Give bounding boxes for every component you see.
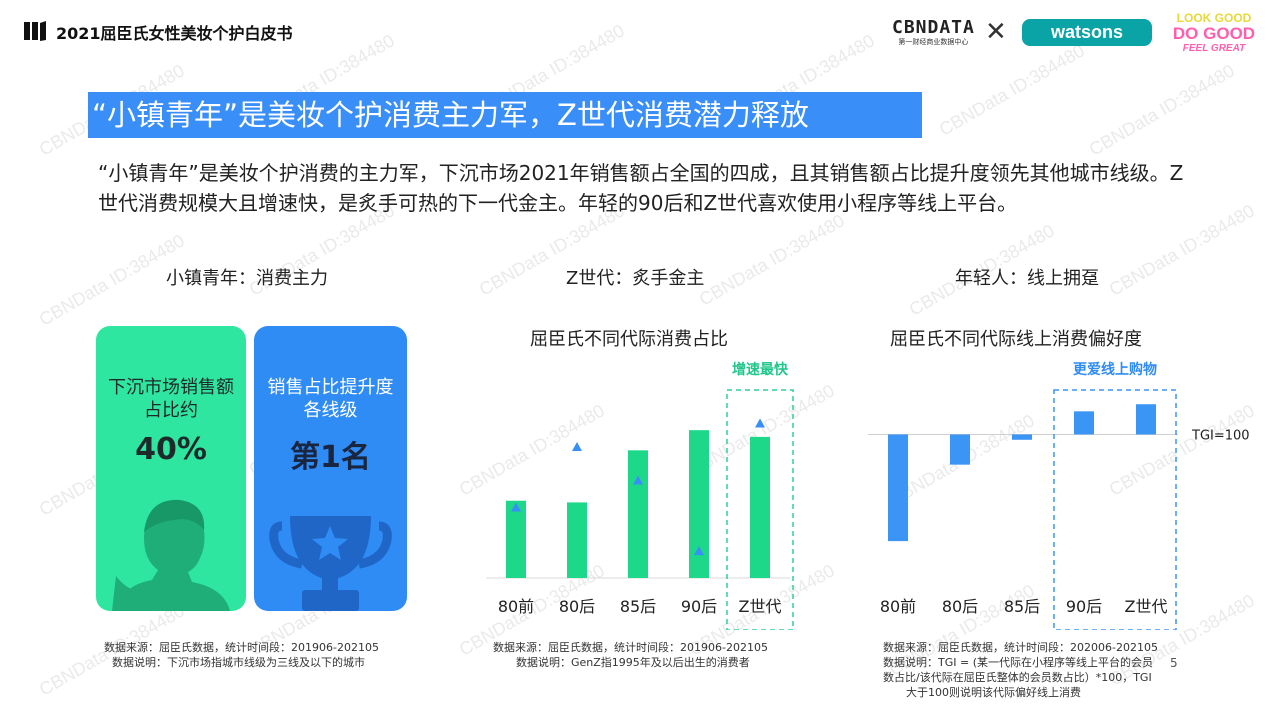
cbndata-logo: CBNDATA 第一财经商业数据中心 [892, 18, 975, 47]
section2-note2: 数据说明：GenZ指1995年及以后出生的消费者 [516, 655, 750, 670]
highlight-box [1054, 390, 1176, 630]
bar-85后 [628, 450, 648, 578]
bar-90后 [1074, 411, 1094, 434]
section1-note1: 数据来源：屈臣氏数据，统计时间段：201906-202105 [104, 640, 379, 655]
headline-banner: “小镇青年”是美妆个护消费主力军，Z世代消费潜力释放 [88, 92, 922, 138]
section3-note1: 数据来源：屈臣氏数据，统计时间段：202006-202105 [883, 640, 1158, 655]
bar-80前 [506, 501, 526, 578]
chart1-title: 屈臣氏不同代际消费占比 [530, 325, 728, 351]
bar-80后 [567, 502, 587, 578]
highlight-label: 增速最快 [732, 361, 789, 378]
watermark-text: CBNData ID:384480 [696, 210, 849, 310]
card1-value: 40% [96, 432, 246, 467]
x-tick-label: Z世代 [739, 597, 782, 616]
x-tick-label: 80后 [559, 597, 595, 616]
bar-80前 [888, 434, 908, 541]
x-tick-label: 85后 [620, 597, 656, 616]
cbndata-logo-subtitle: 第一财经商业数据中心 [892, 38, 975, 47]
bar-Z世代 [750, 437, 770, 578]
report-title: 2021屈臣氏女性美妆个护白皮书 [56, 20, 293, 44]
card-share-growth-rank: 销售占比提升度各线级 第1名 [254, 326, 407, 611]
watermark-text: CBNData ID:384480 [1086, 60, 1239, 160]
section3-note4: 大于100则说明该代际偏好线上消费 [906, 685, 1081, 700]
section1-title: 小镇青年：消费主力 [166, 264, 328, 290]
growth-marker-Z世代 [755, 418, 765, 427]
page-number: 5 [1170, 656, 1178, 670]
lookgood-line2: DO GOOD [1168, 25, 1260, 42]
trophy-icon [254, 486, 407, 611]
person-silhouette-icon [96, 486, 246, 611]
lookgood-logo: LOOK GOOD DO GOOD FEEL GREAT [1168, 12, 1260, 55]
bar-90后 [689, 430, 709, 578]
section3-note3: 数占比/该代际在屈臣氏整体的会员数占比）*100，TGI [883, 670, 1152, 685]
generation-share-chart: 80前 80后 85后 90后 Z世代 增速最快 [470, 350, 820, 630]
book-logo-icon [24, 20, 46, 42]
intro-paragraph: “小镇青年”是美妆个护消费的主力军，下沉市场2021年销售额占全国的四成，且其销… [98, 158, 1198, 218]
card2-value: 第1名 [254, 432, 407, 476]
x-tick-label: 80后 [942, 597, 978, 616]
baseline-label: TGI=100 [1191, 428, 1250, 443]
cross-icon: ✕ [985, 18, 1007, 46]
card2-label: 销售占比提升度各线级 [254, 376, 407, 422]
bar-85后 [1012, 434, 1032, 439]
x-tick-label: 90后 [1066, 597, 1102, 616]
online-preference-chart: TGI=100 80前 80后 85后 90后 Z世代 更爱线上购物 [860, 350, 1260, 630]
section3-note2: 数据说明：TGI = (某一代际在小程序等线上平台的会员 [883, 655, 1153, 670]
card-lower-tier-share: 下沉市场销售额占比约 40% [96, 326, 246, 611]
cbndata-logo-text: CBNDATA [892, 18, 975, 38]
x-tick-label: 80前 [880, 597, 916, 616]
bar-Z世代 [1136, 404, 1156, 434]
lookgood-line3: FEEL GREAT [1168, 42, 1260, 55]
watermark-text: CBNData ID:384480 [936, 40, 1089, 140]
section3-title: 年轻人：线上拥趸 [955, 264, 1099, 290]
section2-note1: 数据来源：屈臣氏数据，统计时间段：201906-202105 [493, 640, 768, 655]
x-tick-label: 85后 [1004, 597, 1040, 616]
highlight-label: 更爱线上购物 [1073, 361, 1157, 378]
card1-label: 下沉市场销售额占比约 [96, 376, 246, 422]
chart2-title: 屈臣氏不同代际线上消费偏好度 [890, 325, 1142, 351]
x-tick-label: 90后 [681, 597, 717, 616]
growth-marker-80后 [572, 442, 582, 451]
section1-note2: 数据说明：下沉市场指城市线级为三线及以下的城市 [112, 655, 365, 670]
watsons-logo: watsons [1022, 19, 1152, 46]
x-tick-label: 80前 [498, 597, 534, 616]
bar-80后 [950, 434, 970, 464]
section2-title: Z世代：炙手金主 [566, 264, 704, 290]
x-tick-label: Z世代 [1125, 597, 1168, 616]
